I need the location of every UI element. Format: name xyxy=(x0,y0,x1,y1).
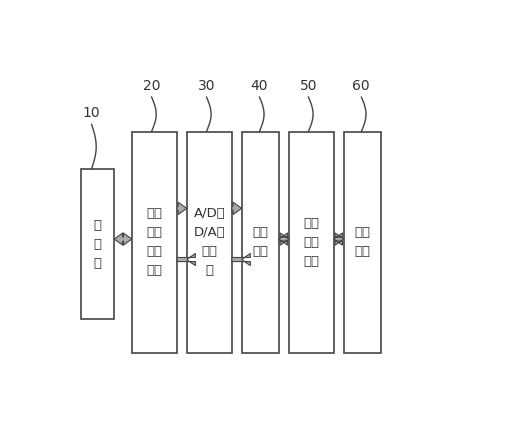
Polygon shape xyxy=(231,202,241,214)
Text: A/D和
D/A转
换模
块: A/D和 D/A转 换模 块 xyxy=(193,207,225,277)
Text: 数字
信号
处理
模块: 数字 信号 处理 模块 xyxy=(146,207,162,277)
Text: 30: 30 xyxy=(197,78,215,93)
Text: 光
接
口: 光 接 口 xyxy=(93,219,102,270)
Text: 40: 40 xyxy=(250,78,268,93)
Bar xyxy=(81,169,114,319)
Polygon shape xyxy=(177,202,186,214)
Polygon shape xyxy=(278,233,288,245)
Text: 50: 50 xyxy=(299,78,317,93)
Text: 60: 60 xyxy=(352,78,369,93)
Polygon shape xyxy=(333,233,343,245)
Polygon shape xyxy=(177,253,195,266)
Bar xyxy=(343,132,380,354)
Bar xyxy=(288,132,333,354)
Bar xyxy=(241,132,278,354)
Text: 变频
模块: 变频 模块 xyxy=(252,226,268,258)
Bar xyxy=(186,132,231,354)
Text: 合路
模块: 合路 模块 xyxy=(354,226,370,258)
Bar xyxy=(132,132,177,354)
Text: 射频
放大
模块: 射频 放大 模块 xyxy=(302,217,319,268)
Polygon shape xyxy=(231,253,250,266)
Text: 20: 20 xyxy=(142,78,160,93)
Text: 10: 10 xyxy=(82,106,100,120)
Polygon shape xyxy=(114,233,132,245)
